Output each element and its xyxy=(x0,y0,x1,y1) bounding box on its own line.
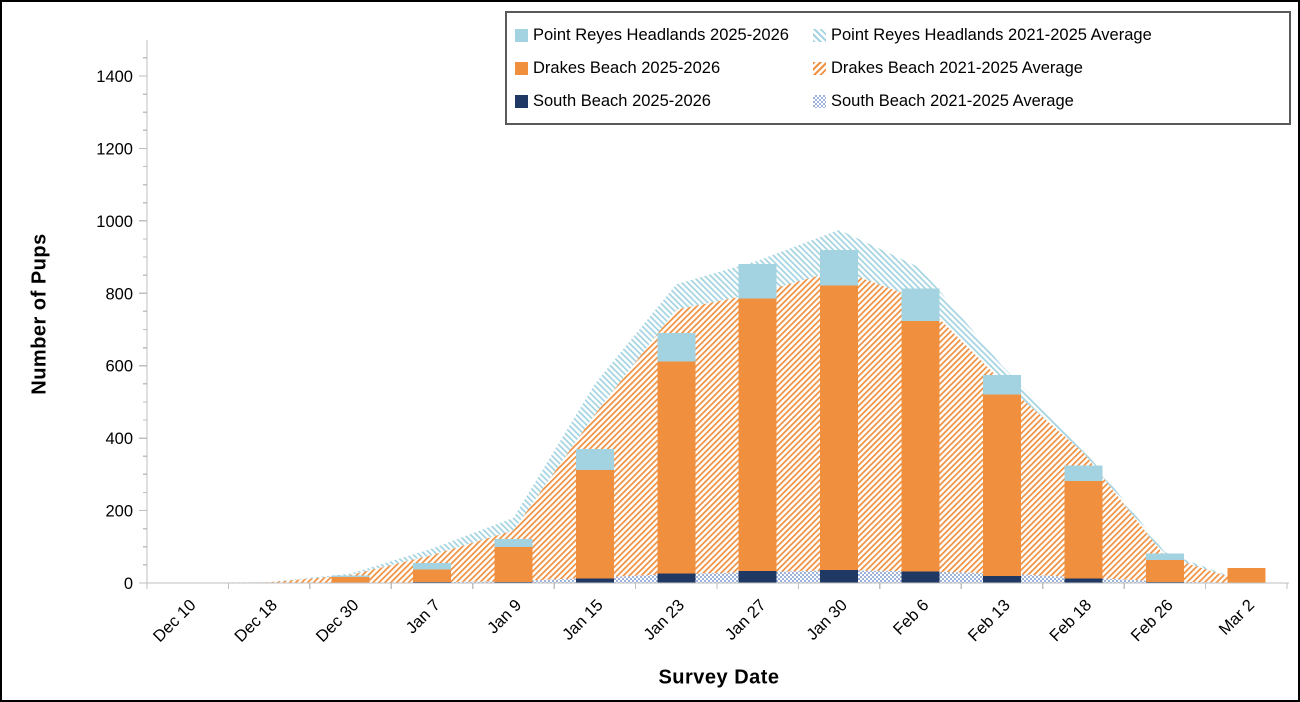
y-tick-label: 200 xyxy=(105,503,133,521)
legend-swatch-dotted xyxy=(813,94,826,108)
bar-segment xyxy=(901,571,940,583)
area-band-0 xyxy=(187,570,1247,583)
bar-series xyxy=(331,249,1266,583)
bar-segment xyxy=(820,249,859,286)
x-tick-label: Dec 18 xyxy=(231,596,281,646)
y-axis-title: Number of Pups xyxy=(28,233,51,395)
legend-swatch-solid xyxy=(515,28,528,42)
bar-segment xyxy=(1227,567,1266,583)
x-tick-label: Jan 27 xyxy=(722,596,770,644)
bar-segment xyxy=(901,288,940,321)
legend-swatch-hatch-down xyxy=(813,28,826,42)
x-tick-label: Jan 15 xyxy=(559,596,607,644)
legend-item-2: Drakes Beach 2025-2026 xyxy=(515,53,813,83)
bar-segment xyxy=(575,449,614,471)
bar-segment xyxy=(1145,559,1184,582)
bar-segment xyxy=(820,285,859,570)
x-tick-label: Feb 18 xyxy=(1046,596,1095,645)
x-tick-label: Mar 2 xyxy=(1216,596,1259,639)
bar-segment xyxy=(575,578,614,583)
bar-segment xyxy=(738,298,777,572)
bar-segment xyxy=(331,576,370,583)
average-area-series xyxy=(187,229,1247,583)
x-tick-label: Feb 26 xyxy=(1128,596,1177,645)
bar-segment xyxy=(657,332,696,362)
y-tick-label: 1000 xyxy=(96,213,133,231)
bar-segment xyxy=(1064,578,1103,583)
bar-segment xyxy=(657,573,696,583)
legend-item-0: Point Reyes Headlands 2025-2026 xyxy=(515,20,813,50)
x-tick-label: Jan 9 xyxy=(484,596,525,637)
x-tick-label: Feb 6 xyxy=(890,596,933,639)
bar-segment xyxy=(413,569,451,582)
bar-segment xyxy=(494,547,533,582)
legend-item-3: Drakes Beach 2021-2025 Average xyxy=(813,53,1281,83)
legend-swatch-hatch-up xyxy=(813,61,826,75)
y-tick-label: 600 xyxy=(105,358,133,376)
x-tick-label: Jan 30 xyxy=(803,596,851,644)
legend-label: Point Reyes Headlands 2025-2026 xyxy=(533,25,789,44)
legend-label: Point Reyes Headlands 2021-2025 Average xyxy=(831,25,1152,44)
bar-segment xyxy=(983,394,1021,576)
y-tick-label: 800 xyxy=(105,285,133,303)
y-tick-label: 1400 xyxy=(96,68,133,86)
legend-swatch-solid xyxy=(515,61,528,75)
axes xyxy=(139,39,1289,589)
y-tick-label: 1200 xyxy=(96,140,133,158)
legend-label: Drakes Beach 2021-2025 Average xyxy=(831,58,1083,77)
legend-label: South Beach 2021-2025 Average xyxy=(831,91,1074,110)
legend-swatch-solid xyxy=(515,94,528,108)
x-tick-label: Feb 13 xyxy=(965,596,1014,645)
legend-item-4: South Beach 2025-2026 xyxy=(515,86,813,116)
bar-segment xyxy=(983,374,1021,395)
bar-segment xyxy=(901,320,940,572)
legend-label: Drakes Beach 2025-2026 xyxy=(533,58,721,77)
x-tick-label: Dec 30 xyxy=(313,596,363,646)
bar-segment xyxy=(738,571,777,583)
bar-segment xyxy=(331,575,370,577)
area-band-1 xyxy=(187,269,1247,583)
legend-item-5: South Beach 2021-2025 Average xyxy=(813,86,1281,116)
legend-box: Point Reyes Headlands 2025-2026 Point Rey… xyxy=(505,11,1291,125)
bar-segment xyxy=(983,575,1021,583)
x-tick-label: Dec 10 xyxy=(150,596,200,646)
bar-segment xyxy=(575,470,614,579)
x-tick-label: Jan 23 xyxy=(640,596,688,644)
bar-segment xyxy=(494,538,533,548)
bar-segment xyxy=(1064,480,1103,579)
bar-segment xyxy=(413,563,451,570)
area-band-2 xyxy=(187,229,1247,583)
x-axis-title: Survey Date xyxy=(658,666,780,689)
legend-item-1: Point Reyes Headlands 2021-2025 Average xyxy=(813,20,1281,50)
bar-segment xyxy=(1145,553,1184,560)
y-tick-label: 0 xyxy=(124,575,133,593)
bar-segment xyxy=(820,569,859,583)
legend-label: South Beach 2025-2026 xyxy=(533,91,711,110)
bar-segment xyxy=(738,263,777,299)
x-tick-label: Jan 7 xyxy=(403,596,444,637)
bar-segment xyxy=(657,361,696,574)
y-tick-label: 400 xyxy=(105,430,133,448)
bar-segment xyxy=(1064,465,1103,481)
